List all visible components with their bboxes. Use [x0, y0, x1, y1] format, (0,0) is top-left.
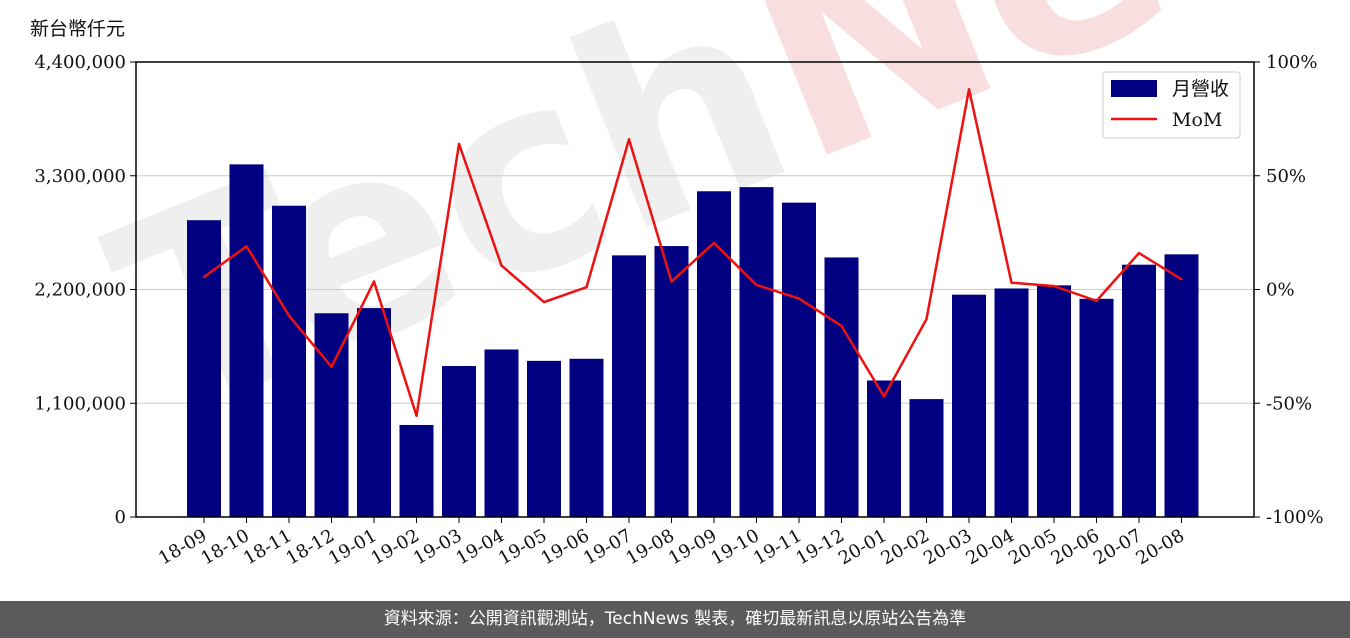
source-footer: 資料來源：公開資訊觀測站，TechNews 製表，確切最新訊息以原站公告為準 [0, 601, 1350, 638]
bar-20-01 [867, 380, 901, 517]
mom-point-18-12 [330, 365, 333, 369]
mom-point-20-05 [1052, 284, 1056, 288]
mom-point-19-03 [457, 142, 461, 146]
x-tick-label: 20-02 [878, 525, 933, 569]
mom-point-18-10 [245, 245, 248, 248]
y-left-tick-label: 3,300,000 [34, 166, 126, 187]
bar-19-02 [399, 424, 434, 517]
mom-point-19-04 [500, 264, 503, 267]
legend: 月營收 MoM [1102, 71, 1241, 139]
bar-20-04 [994, 288, 1029, 517]
bar-20-07 [1122, 264, 1156, 517]
mom-point-18-11 [287, 314, 291, 317]
x-tick-label: 19-06 [538, 525, 593, 569]
bar-20-06 [1079, 298, 1114, 517]
y-left-tick-label: 2,200,000 [34, 280, 126, 301]
mom-point-20-08 [1180, 278, 1183, 281]
mom-point-19-07 [627, 138, 631, 141]
x-tick-label: 19-03 [410, 525, 465, 569]
bar-18-09 [187, 220, 221, 517]
mom-point-19-08 [670, 280, 673, 283]
x-tick-label: 19-09 [665, 525, 720, 569]
mom-point-19-02 [415, 414, 418, 417]
mom-point-18-09 [202, 275, 206, 279]
x-tick-label: 20-05 [1005, 525, 1060, 569]
bar-19-01 [357, 308, 391, 517]
bar-19-05 [527, 360, 561, 517]
bar-19-08 [654, 246, 689, 517]
mom-point-19-01 [372, 280, 376, 283]
bar-19-10 [739, 187, 774, 517]
mom-point-19-09 [712, 241, 716, 245]
bar-19-07 [612, 255, 646, 517]
bar-19-09 [697, 191, 731, 518]
revenue-chart: TechNews0-100%1,100,000-50%2,200,0000%3,… [34, 0, 1350, 569]
bar-18-12 [314, 313, 349, 517]
x-tick-label: 19-12 [793, 525, 848, 569]
x-tick-label: 19-04 [453, 525, 508, 569]
x-tick-label: 19-01 [325, 525, 380, 569]
mom-point-19-05 [542, 300, 546, 304]
y-left-tick-label: 1,100,000 [34, 393, 126, 414]
source-footer-text: 資料來源：公開資訊觀測站，TechNews 製表，確切最新訊息以原站公告為準 [383, 609, 967, 629]
x-tick-label: 20-06 [1048, 525, 1103, 569]
y-axis-unit-label: 新台幣仟元 [30, 18, 126, 40]
mom-point-19-11 [797, 297, 801, 300]
mom-point-19-06 [585, 286, 588, 289]
x-tick-label: 19-07 [580, 525, 635, 569]
bar-18-11 [272, 205, 306, 517]
x-tick-label: 18-10 [198, 525, 253, 569]
x-tick-label: 20-08 [1133, 525, 1188, 569]
bar-20-03 [952, 294, 986, 517]
mom-line [203, 88, 1183, 418]
legend-swatch-bar [1111, 80, 1157, 97]
y-right-tick-label: 50% [1266, 166, 1306, 187]
x-tick-label: 19-11 [750, 525, 805, 569]
x-tick-label: 19-05 [495, 525, 550, 569]
mom-point-20-06 [1095, 299, 1098, 303]
mom-point-19-12 [840, 324, 843, 328]
mom-point-20-04 [1010, 281, 1013, 284]
bar-19-11 [782, 202, 816, 518]
mom-point-20-02 [925, 317, 928, 321]
x-tick-label: 20-04 [963, 525, 1018, 569]
y-left-tick-label: 0 [115, 507, 126, 528]
bar-19-03 [442, 366, 476, 517]
bar-18-10 [229, 164, 264, 517]
mom-point-20-07 [1137, 251, 1141, 255]
mom-point-20-03 [967, 88, 971, 91]
y-right-tick-label: -50% [1266, 393, 1312, 414]
x-tick-label: 20-03 [920, 525, 975, 569]
legend-label-mom: MoM [1172, 109, 1222, 131]
plot-frame [135, 61, 1255, 518]
bar-19-04 [484, 349, 519, 517]
mom-point-19-10 [755, 283, 758, 287]
legend-label-revenue: 月營收 [1172, 78, 1229, 100]
y-right-tick-label: 0% [1266, 280, 1295, 301]
x-tick-label: 19-02 [368, 525, 423, 569]
mom-point-20-01 [882, 395, 886, 398]
y-left-tick-label: 4,400,000 [34, 52, 126, 73]
x-tick-label: 18-09 [155, 525, 210, 569]
x-tick-label: 20-07 [1090, 525, 1145, 569]
x-tick-label: 18-11 [240, 525, 295, 569]
bar-20-05 [1037, 285, 1071, 517]
y-right-tick-label: 100% [1266, 52, 1317, 73]
bar-19-12 [824, 257, 859, 517]
x-tick-label: 20-01 [835, 525, 890, 569]
y-right-tick-label: -100% [1266, 507, 1324, 528]
x-tick-label: 19-10 [708, 525, 763, 569]
x-tick-label: 18-12 [283, 525, 338, 569]
bar-20-08 [1164, 254, 1199, 517]
x-tick-label: 19-08 [623, 525, 678, 569]
bar-20-02 [909, 399, 944, 517]
bar-19-06 [569, 358, 604, 517]
